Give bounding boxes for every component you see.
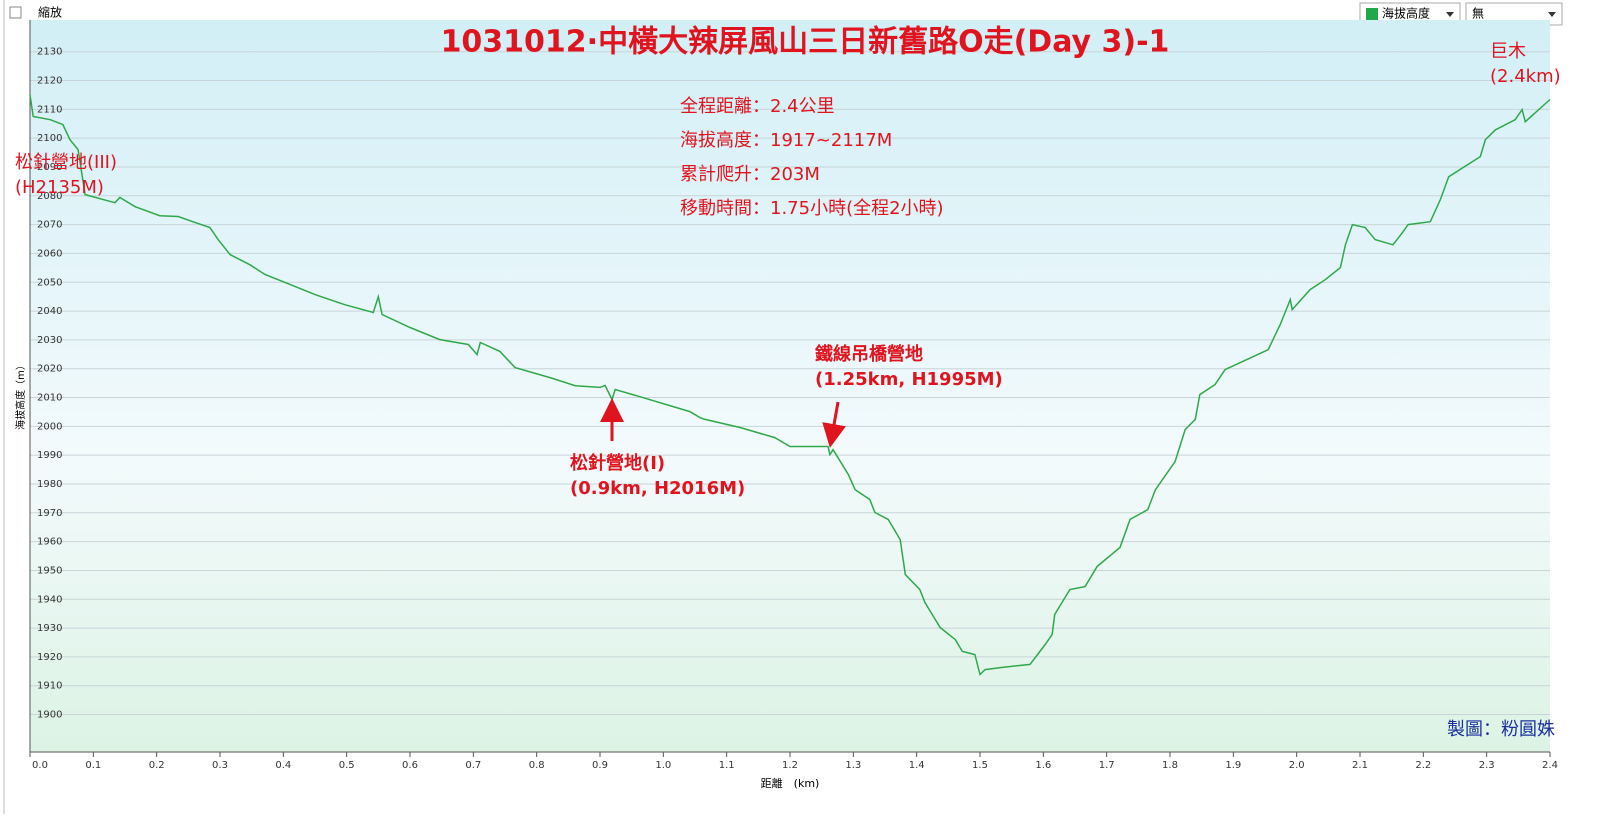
annotation: 巨木 [1490,41,1526,62]
y-tick-label: 2030 [37,335,62,346]
annotation: 松針營地(III) [15,152,117,173]
x-tick-label: 2.0 [1289,760,1305,771]
credit: 製圖：粉圓姝 [1447,719,1555,740]
y-tick-label: 2120 [37,76,62,87]
zoom-checkbox[interactable] [9,6,22,19]
x-tick-label: 1.6 [1035,760,1051,771]
y-axis-title: 海拔高度（m） [14,360,27,430]
x-tick-label: 2.1 [1352,760,1368,771]
annotation: (1.25km, H1995M) [815,369,1003,390]
legend-label: 海拔高度 [1382,6,1430,21]
x-tick-label: 0.6 [402,760,418,771]
y-tick-label: 1920 [37,652,62,663]
annotation: 松針營地(I) [570,452,665,474]
x-axis-title: 距離 (km) [761,776,820,790]
y-tick-label: 1960 [37,537,62,548]
series-select[interactable]: 海拔高度 [1359,2,1461,26]
x-tick-label: 0.7 [465,760,481,771]
y-tick-label: 2040 [37,306,62,317]
x-tick-label: 1.7 [1099,760,1115,771]
dropdown-arrow [1548,12,1556,17]
y-tick-label: 2060 [37,248,62,259]
annotation: (2.4km) [1490,66,1561,87]
y-tick-label: 1940 [37,594,62,605]
annotation: (0.9km, H2016M) [570,478,745,499]
y-tick-label: 2020 [37,364,62,375]
x-tick-label: 0.3 [212,760,228,771]
x-tick-label: 0.0 [32,760,48,771]
x-tick-label: 1.1 [719,760,735,771]
y-tick-label: 1910 [37,681,62,692]
y-tick-label: 2000 [37,421,62,432]
x-tick-label: 1.2 [782,760,798,771]
plot-background [30,20,1550,752]
x-tick-label: 0.4 [275,760,291,771]
y-tick-label: 2080 [37,191,62,202]
y-tick-label: 2050 [37,277,62,288]
x-tick-label: 0.1 [85,760,101,771]
x-tick-label: 2.2 [1415,760,1431,771]
arrow [822,401,846,448]
dropdown-arrow [1446,12,1454,17]
legend-swatch [1366,8,1378,20]
chart-title: 1031012·中橫大辣屏風山三日新舊路O走(Day 3)-1 [441,25,1170,60]
y-tick-label: 2100 [37,133,62,144]
x-tick-label: 1.5 [972,760,988,771]
y-tick-label: 1980 [37,479,62,490]
y-tick-label: 2110 [37,104,62,115]
x-tick-label: 2.3 [1479,760,1495,771]
y-tick-label: 1950 [37,565,62,576]
x-tick-label: 1.3 [845,760,861,771]
annotation: 鐵線吊橋營地 [815,343,923,365]
y-tick-label: 1930 [37,623,62,634]
y-tick-label: 2130 [37,47,62,58]
x-tick-label: 1.4 [909,760,925,771]
y-tick-label: 1970 [37,508,62,519]
zoom-label: 縮放 [38,5,62,20]
info-line: 全程距離：2.4公里 [680,96,835,117]
info-line: 移動時間：1.75小時(全程2小時) [680,198,944,219]
y-tick-label: 2010 [37,393,62,404]
elevation-line [29,94,1551,676]
x-tick-label: 0.5 [339,760,355,771]
y-tick-label: 2070 [37,220,62,231]
y-tick-label: 2090 [37,162,62,173]
annotation: (H2135M) [15,177,104,198]
x-tick-label: 1.9 [1225,760,1241,771]
y-tick-label: 1990 [37,450,62,461]
info-line: 累計爬升：203M [680,164,820,185]
x-tick-label: 1.8 [1162,760,1178,771]
info-line: 海拔高度：1917~2117M [680,130,892,151]
y-tick-label: 1900 [37,710,62,721]
x-tick-label: 0.8 [529,760,545,771]
mode-label: 無 [1472,6,1484,21]
x-tick-label: 0.9 [592,760,608,771]
x-tick-label: 0.2 [149,760,165,771]
x-tick-label: 2.4 [1542,760,1558,771]
x-tick-label: 1.0 [655,760,671,771]
